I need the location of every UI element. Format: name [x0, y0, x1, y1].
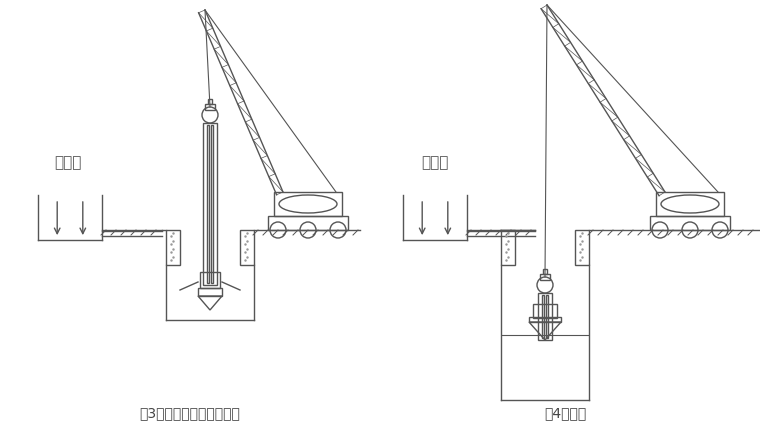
Bar [211, 125, 213, 283]
Bar [540, 274, 550, 280]
Bar [533, 304, 557, 318]
Bar [543, 269, 547, 274]
Bar [529, 317, 561, 322]
Text: （4）钻进: （4）钻进 [544, 406, 586, 420]
Bar [575, 230, 589, 265]
Bar [656, 192, 724, 216]
Bar [203, 123, 217, 285]
Bar [240, 230, 254, 265]
Text: 泥浆池: 泥浆池 [54, 155, 81, 170]
Text: （3）钻机就位、泥浆制备: （3）钻机就位、泥浆制备 [140, 406, 240, 420]
Bar [207, 125, 209, 283]
Bar [200, 272, 220, 288]
Bar [268, 216, 348, 230]
Bar [650, 216, 730, 230]
Bar [542, 295, 544, 338]
Text: 泥浆池: 泥浆池 [421, 155, 448, 170]
Bar [166, 230, 180, 265]
Bar [538, 293, 552, 340]
Bar [274, 192, 342, 216]
Bar [501, 230, 515, 265]
Bar [198, 288, 222, 296]
Bar [205, 104, 215, 110]
Bar [546, 295, 548, 338]
Bar [208, 99, 212, 104]
